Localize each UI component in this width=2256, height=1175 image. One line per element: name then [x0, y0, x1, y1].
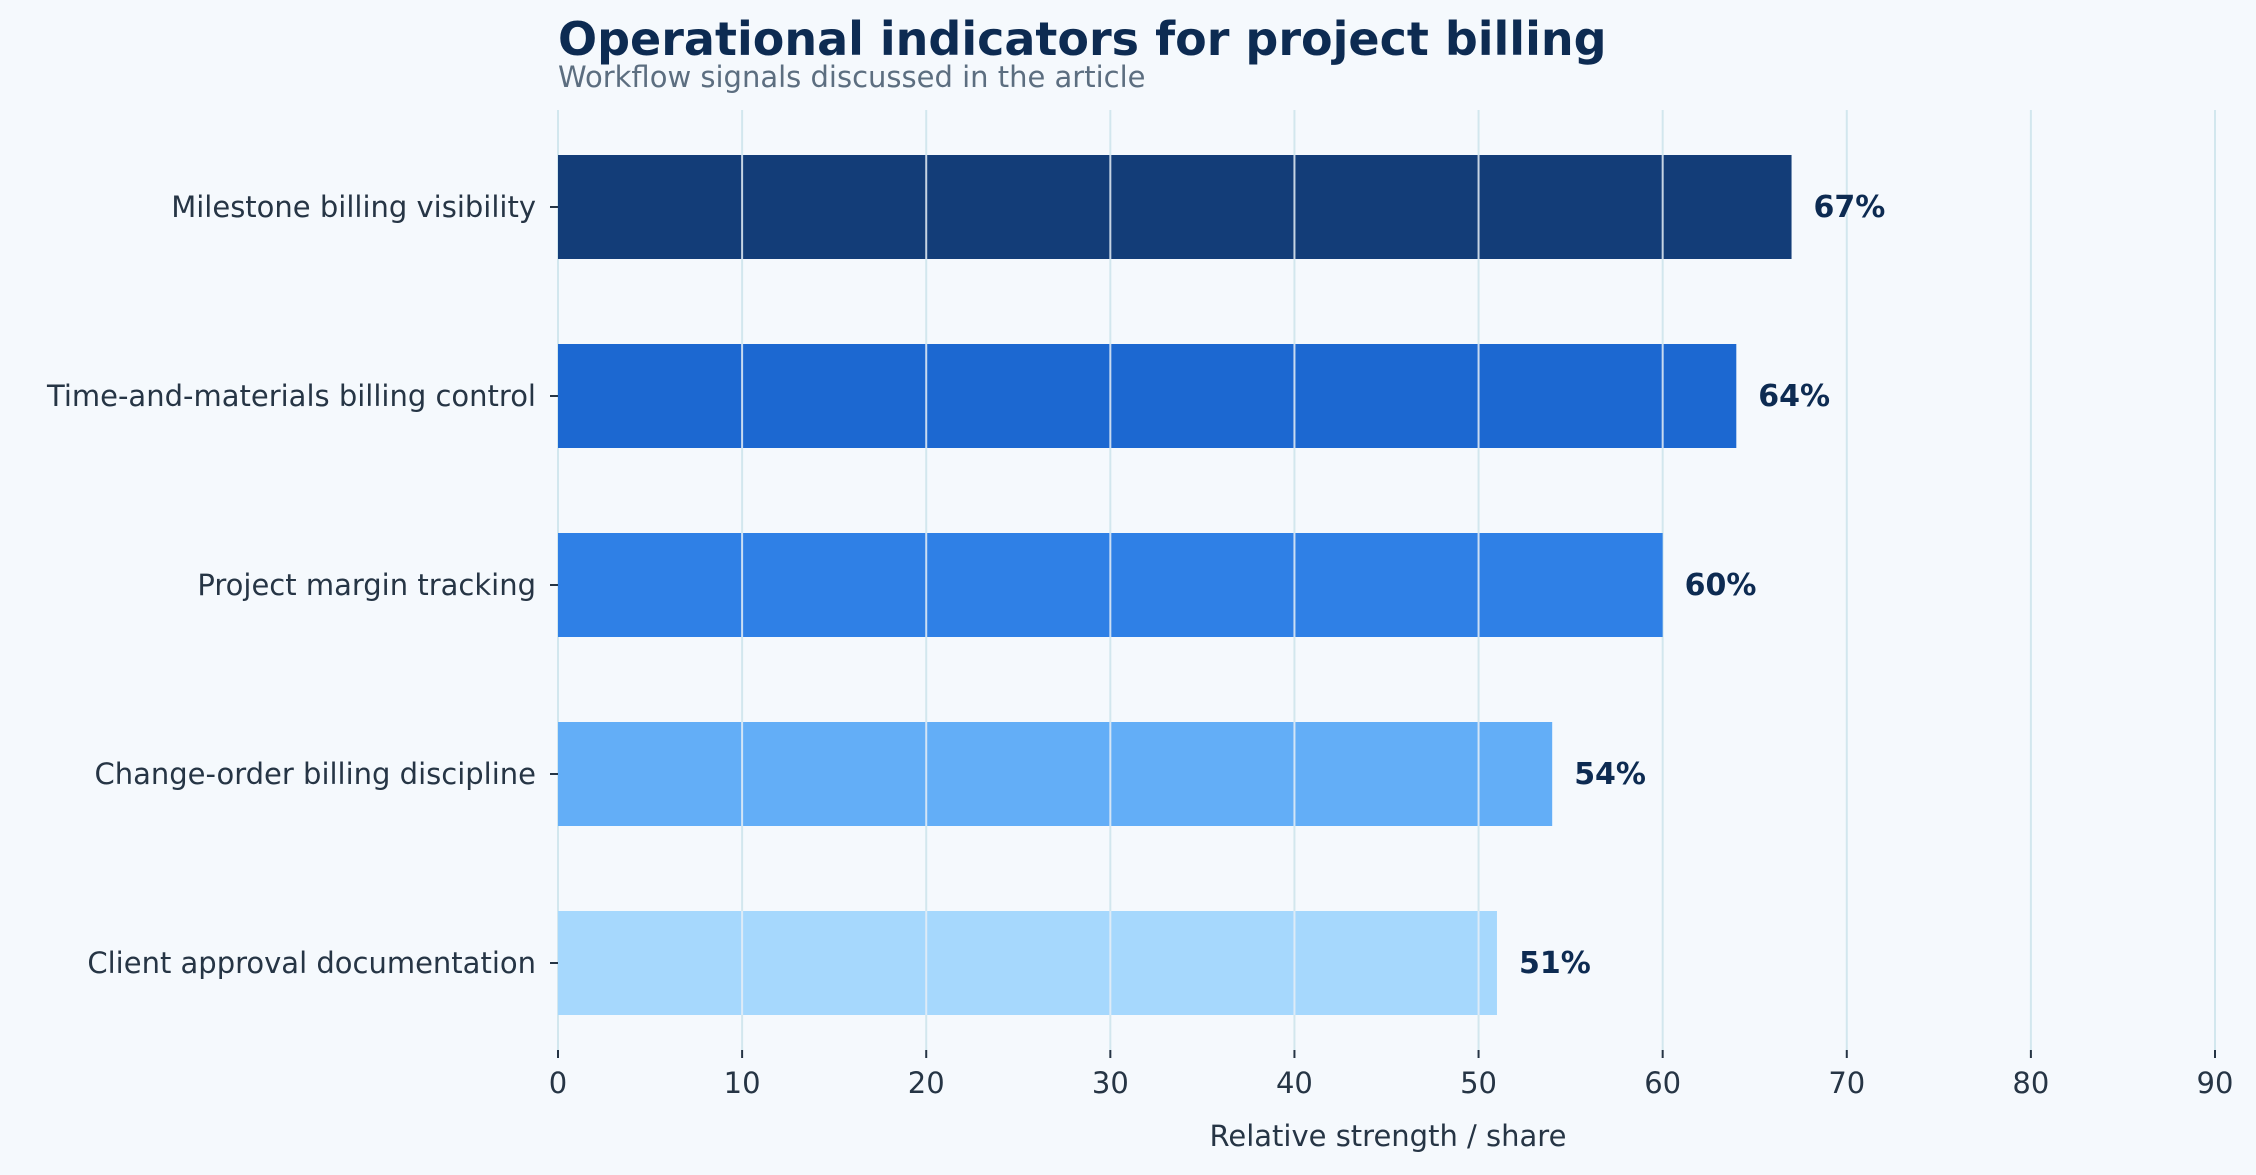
bar-3: [558, 722, 1553, 826]
x-tick-label-60: 60: [1644, 1066, 1681, 1100]
x-tick-label-80: 80: [2012, 1066, 2049, 1100]
y-category-label-0: Milestone billing visibility: [171, 190, 536, 224]
bar-0: [558, 155, 1792, 259]
data-labels: 67% 64% 60% 54% 51%: [1519, 190, 1885, 981]
data-label-3: 54%: [1574, 757, 1646, 792]
y-category-label-1: Time-and-materials billing control: [46, 379, 536, 413]
y-category-label-2: Project margin tracking: [197, 568, 536, 602]
x-tick-label-90: 90: [2197, 1066, 2234, 1100]
data-label-1: 64%: [1758, 379, 1830, 414]
x-tick-label-50: 50: [1460, 1066, 1497, 1100]
x-tick-label-20: 20: [908, 1066, 945, 1100]
chart-title: Operational indicators for project billi…: [558, 12, 1607, 66]
data-label-2: 60%: [1685, 568, 1757, 603]
x-axis: 0 10 20 30 40 50 60 70 80 90: [549, 1050, 2234, 1100]
chart-subtitle: Workflow signals discussed in the articl…: [558, 60, 1146, 94]
x-tick-label-70: 70: [1828, 1066, 1865, 1100]
y-axis: Milestone billing visibility Time-and-mat…: [46, 190, 558, 980]
bar-1: [558, 344, 1737, 448]
x-axis-title: Relative strength / share: [1210, 1119, 1567, 1153]
x-tick-label-30: 30: [1092, 1066, 1129, 1100]
bar-4: [558, 911, 1497, 1015]
data-label-4: 51%: [1519, 946, 1591, 981]
data-label-0: 67%: [1814, 190, 1886, 225]
x-tick-label-0: 0: [549, 1066, 567, 1100]
x-tick-label-40: 40: [1276, 1066, 1313, 1100]
x-tick-label-10: 10: [724, 1066, 761, 1100]
y-category-label-3: Change-order billing discipline: [94, 757, 536, 791]
y-category-label-4: Client approval documentation: [87, 946, 536, 980]
grid-overlay: [741, 155, 1664, 1015]
